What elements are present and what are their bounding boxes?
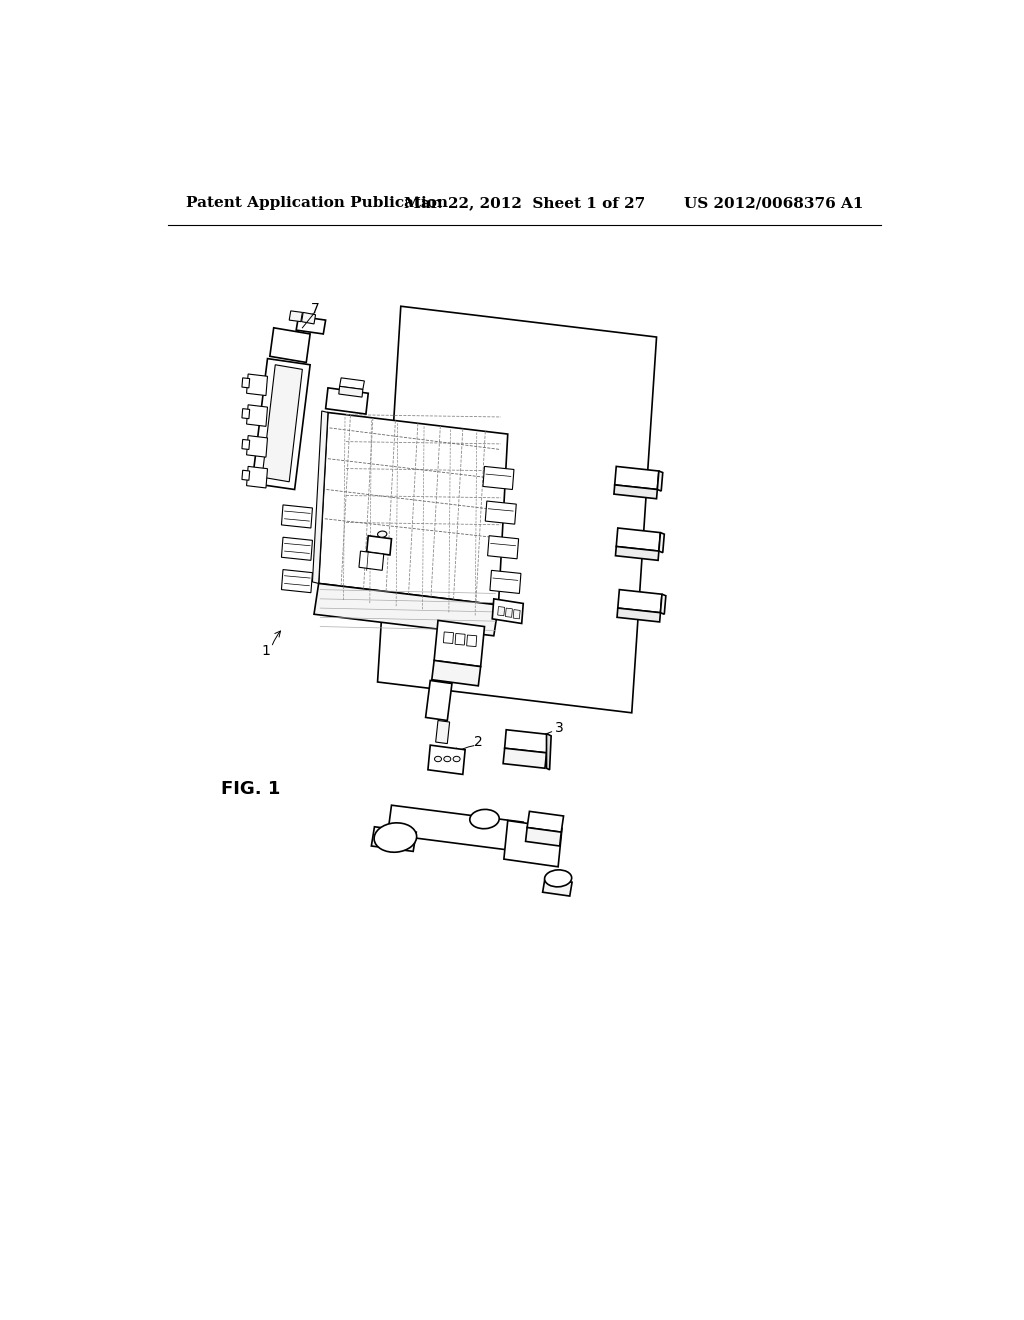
Polygon shape <box>296 317 326 334</box>
Polygon shape <box>547 734 551 770</box>
Polygon shape <box>489 570 521 594</box>
Ellipse shape <box>545 870 571 887</box>
Text: US 2012/0068376 A1: US 2012/0068376 A1 <box>684 197 863 210</box>
Text: 4: 4 <box>413 512 422 525</box>
Polygon shape <box>617 590 662 612</box>
Polygon shape <box>339 387 362 397</box>
Text: 3: 3 <box>555 721 564 735</box>
Polygon shape <box>242 378 250 388</box>
Polygon shape <box>282 537 312 560</box>
Polygon shape <box>270 327 310 363</box>
Text: 7: 7 <box>310 301 319 315</box>
Polygon shape <box>289 312 302 322</box>
Polygon shape <box>543 878 572 896</box>
Polygon shape <box>367 536 391 554</box>
Polygon shape <box>616 528 660 552</box>
Polygon shape <box>485 502 516 524</box>
Polygon shape <box>432 660 480 686</box>
Polygon shape <box>426 681 452 721</box>
Polygon shape <box>302 313 315 323</box>
Polygon shape <box>617 609 660 622</box>
Text: 1: 1 <box>261 644 270 659</box>
Ellipse shape <box>443 756 451 762</box>
Polygon shape <box>247 374 267 396</box>
Polygon shape <box>467 635 477 647</box>
Polygon shape <box>660 594 666 614</box>
Polygon shape <box>434 620 484 667</box>
Polygon shape <box>658 533 665 553</box>
Polygon shape <box>252 359 310 490</box>
Polygon shape <box>435 721 450 743</box>
Polygon shape <box>388 805 523 851</box>
Polygon shape <box>242 409 250 418</box>
Text: Mar. 22, 2012  Sheet 1 of 27: Mar. 22, 2012 Sheet 1 of 27 <box>404 197 645 210</box>
Polygon shape <box>506 609 512 618</box>
Polygon shape <box>312 411 328 583</box>
Polygon shape <box>483 466 514 490</box>
Ellipse shape <box>374 822 417 853</box>
Polygon shape <box>242 440 250 449</box>
Polygon shape <box>318 412 508 605</box>
Ellipse shape <box>434 756 441 762</box>
Polygon shape <box>525 828 561 846</box>
Polygon shape <box>428 744 465 775</box>
Polygon shape <box>340 378 365 389</box>
Polygon shape <box>372 826 417 851</box>
Polygon shape <box>247 466 267 488</box>
Polygon shape <box>504 821 562 867</box>
Polygon shape <box>443 632 454 644</box>
Polygon shape <box>615 546 658 560</box>
Polygon shape <box>247 405 267 426</box>
Polygon shape <box>493 599 523 623</box>
Text: 5: 5 <box>637 598 645 612</box>
Polygon shape <box>513 610 520 619</box>
Ellipse shape <box>378 531 387 537</box>
Polygon shape <box>487 536 518 558</box>
Polygon shape <box>247 436 267 457</box>
Polygon shape <box>455 634 465 645</box>
Polygon shape <box>262 364 302 482</box>
Polygon shape <box>498 607 505 615</box>
Polygon shape <box>378 306 656 713</box>
Polygon shape <box>359 552 384 570</box>
Polygon shape <box>282 570 312 593</box>
Text: Patent Application Publication: Patent Application Publication <box>186 197 449 210</box>
Text: 6: 6 <box>352 541 361 556</box>
Polygon shape <box>314 583 499 636</box>
Text: 2: 2 <box>474 735 482 748</box>
Text: FIG. 1: FIG. 1 <box>221 780 281 797</box>
Ellipse shape <box>453 756 460 762</box>
Polygon shape <box>282 506 312 528</box>
Polygon shape <box>242 470 250 480</box>
Polygon shape <box>505 730 548 752</box>
Polygon shape <box>614 466 658 490</box>
Polygon shape <box>614 484 657 499</box>
Polygon shape <box>527 812 563 832</box>
Ellipse shape <box>470 809 500 829</box>
Polygon shape <box>657 471 663 491</box>
Polygon shape <box>503 748 547 768</box>
Polygon shape <box>326 388 369 414</box>
